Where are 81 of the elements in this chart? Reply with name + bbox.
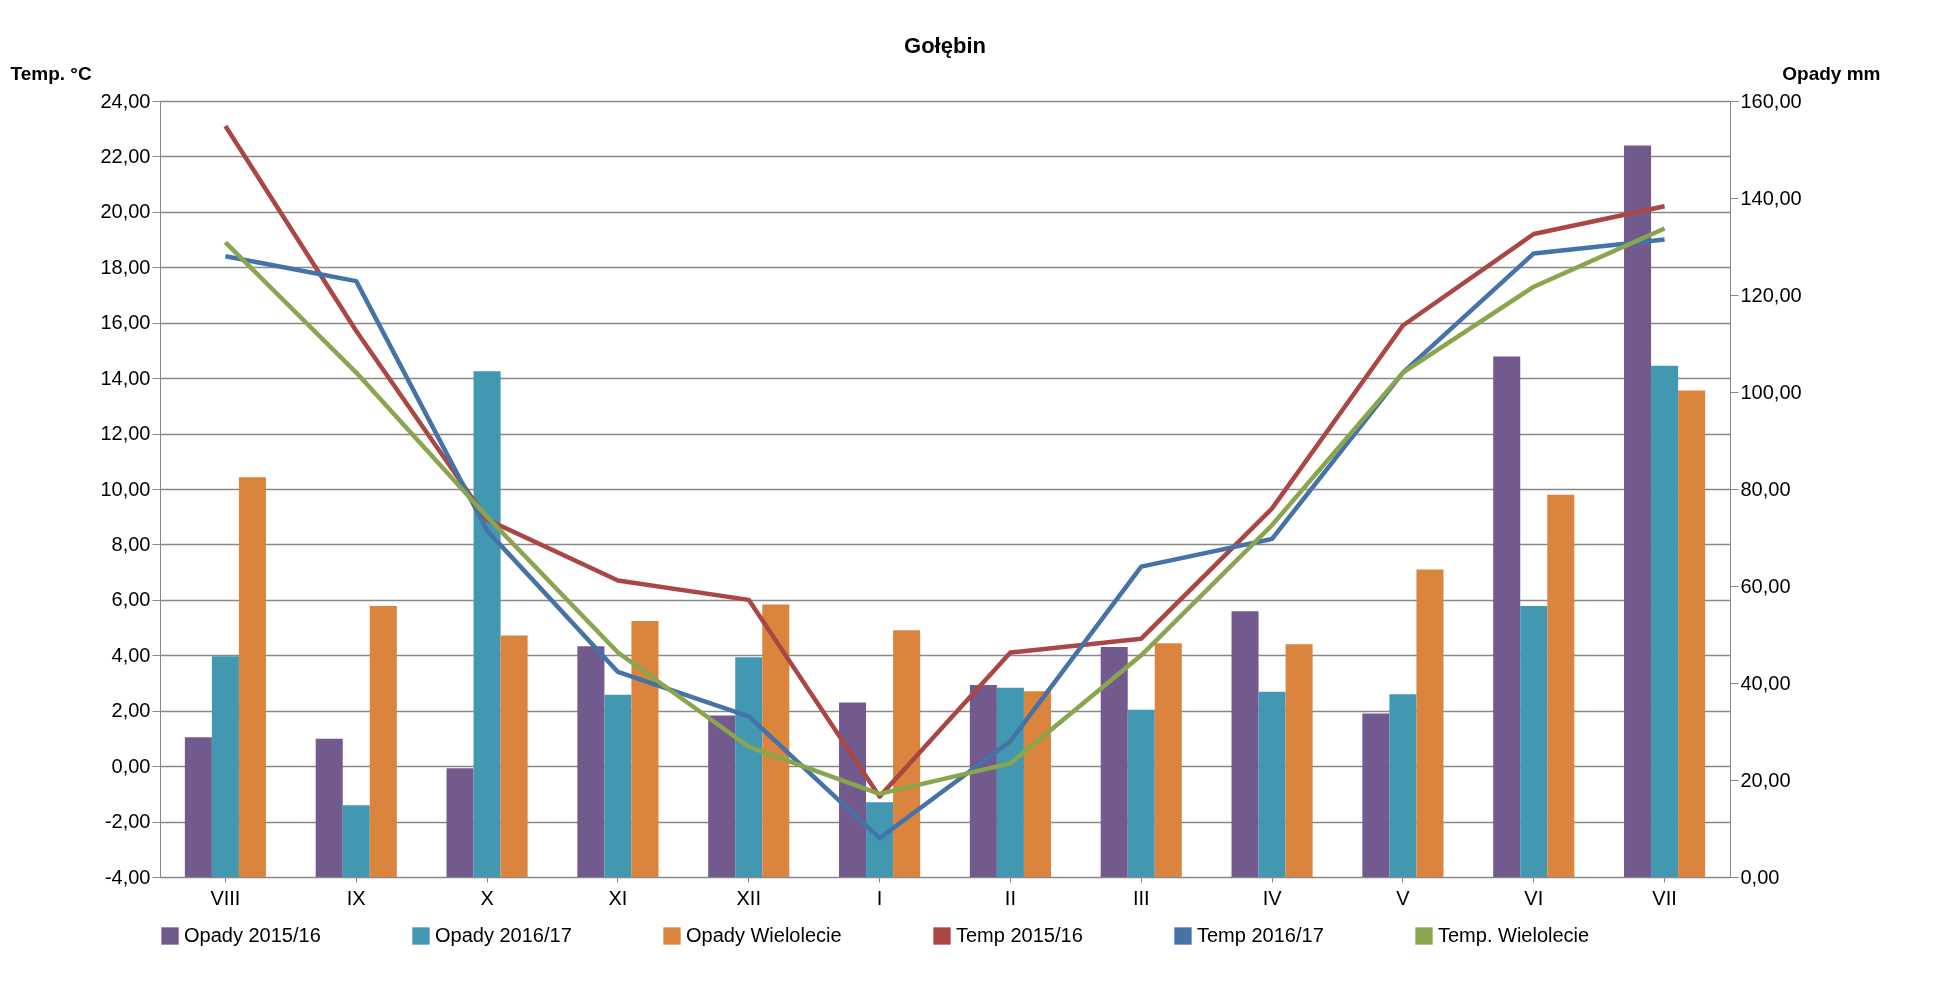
bar xyxy=(631,620,659,877)
x-tick-label: II xyxy=(1004,886,1016,909)
y-tick-label: 4,00 xyxy=(111,643,151,666)
y-tick-label: 24,00 xyxy=(100,89,151,112)
bar xyxy=(969,684,997,877)
y-tick-label: 16,00 xyxy=(100,311,151,334)
bar xyxy=(1100,647,1128,877)
bar xyxy=(762,604,790,877)
y2-tick-label: 60,00 xyxy=(1740,574,1791,597)
bar xyxy=(1651,365,1679,877)
bar xyxy=(1127,709,1155,877)
bar xyxy=(1285,644,1313,877)
bar xyxy=(604,694,632,877)
bar xyxy=(184,737,212,877)
y2-tick-label: 20,00 xyxy=(1740,768,1791,791)
bar xyxy=(1493,356,1521,877)
legend-label: Opady Wielolecie xyxy=(686,924,842,946)
x-tick-label: III xyxy=(1132,886,1150,909)
x-tick-label: V xyxy=(1396,886,1411,909)
legend-label: Temp. Wielolecie xyxy=(1438,924,1590,946)
y2-tick-label: 0,00 xyxy=(1740,865,1780,888)
bar xyxy=(1154,643,1182,877)
bar xyxy=(1547,494,1575,877)
bar xyxy=(708,715,736,877)
y-tick-label: 22,00 xyxy=(100,144,151,167)
bar xyxy=(369,605,397,877)
y-tick-label: 12,00 xyxy=(100,422,151,445)
y2-tick-label: 140,00 xyxy=(1740,186,1802,209)
bar xyxy=(1362,713,1390,877)
bar xyxy=(342,805,370,877)
x-tick-label: X xyxy=(480,886,494,909)
y2-tick-label: 160,00 xyxy=(1740,89,1802,112)
x-tick-label: I xyxy=(876,886,883,909)
bar xyxy=(996,687,1024,877)
bar xyxy=(1389,694,1417,877)
y-tick-label: 8,00 xyxy=(111,532,151,555)
bar xyxy=(1258,691,1286,877)
bar xyxy=(1624,145,1652,877)
chart-title: Gołębin xyxy=(904,33,986,58)
y-tick-label: 18,00 xyxy=(100,255,151,278)
y2-tick-label: 120,00 xyxy=(1740,283,1802,306)
y-tick-label: -4,00 xyxy=(104,865,151,888)
bar xyxy=(735,657,763,877)
bar xyxy=(1520,605,1548,877)
bar xyxy=(577,646,605,877)
x-tick-label: IX xyxy=(346,886,366,909)
bar xyxy=(1678,390,1706,877)
legend-label: Temp 2016/17 xyxy=(1197,924,1324,946)
y2-tick-label: 100,00 xyxy=(1740,380,1802,403)
y2-axis-title: Opady mm xyxy=(1782,62,1881,84)
y-tick-label: 14,00 xyxy=(100,366,151,389)
bar xyxy=(1023,691,1051,877)
bar xyxy=(500,635,528,877)
legend-label: Opady 2015/16 xyxy=(184,924,321,946)
x-tick-label: VIII xyxy=(210,886,241,909)
line-series xyxy=(223,123,1667,799)
y-tick-label: 20,00 xyxy=(100,200,151,223)
bar xyxy=(1231,611,1259,877)
y-tick-label: 0,00 xyxy=(111,754,151,777)
y-axis-title: Temp. °C xyxy=(10,62,92,84)
x-tick-label: VI xyxy=(1524,886,1544,909)
y-tick-label: 6,00 xyxy=(111,588,151,611)
x-tick-label: VII xyxy=(1652,886,1677,909)
legend-label: Temp 2015/16 xyxy=(956,924,1083,946)
bar xyxy=(446,768,474,877)
legend-label: Opady 2016/17 xyxy=(435,924,572,946)
y2-tick-label: 80,00 xyxy=(1740,477,1791,500)
x-tick-label: XI xyxy=(608,886,628,909)
bar xyxy=(211,656,239,877)
bar xyxy=(893,630,921,877)
x-tick-label: XII xyxy=(736,886,761,909)
bar xyxy=(866,802,894,877)
bar xyxy=(238,477,266,877)
bar xyxy=(473,371,501,877)
y-tick-label: 2,00 xyxy=(111,699,151,722)
y-tick-label: -2,00 xyxy=(104,810,151,833)
bar xyxy=(1416,569,1444,877)
y2-tick-label: 40,00 xyxy=(1740,671,1791,694)
x-tick-label: IV xyxy=(1262,886,1283,909)
y-tick-label: 10,00 xyxy=(100,477,151,500)
bar xyxy=(315,738,343,877)
